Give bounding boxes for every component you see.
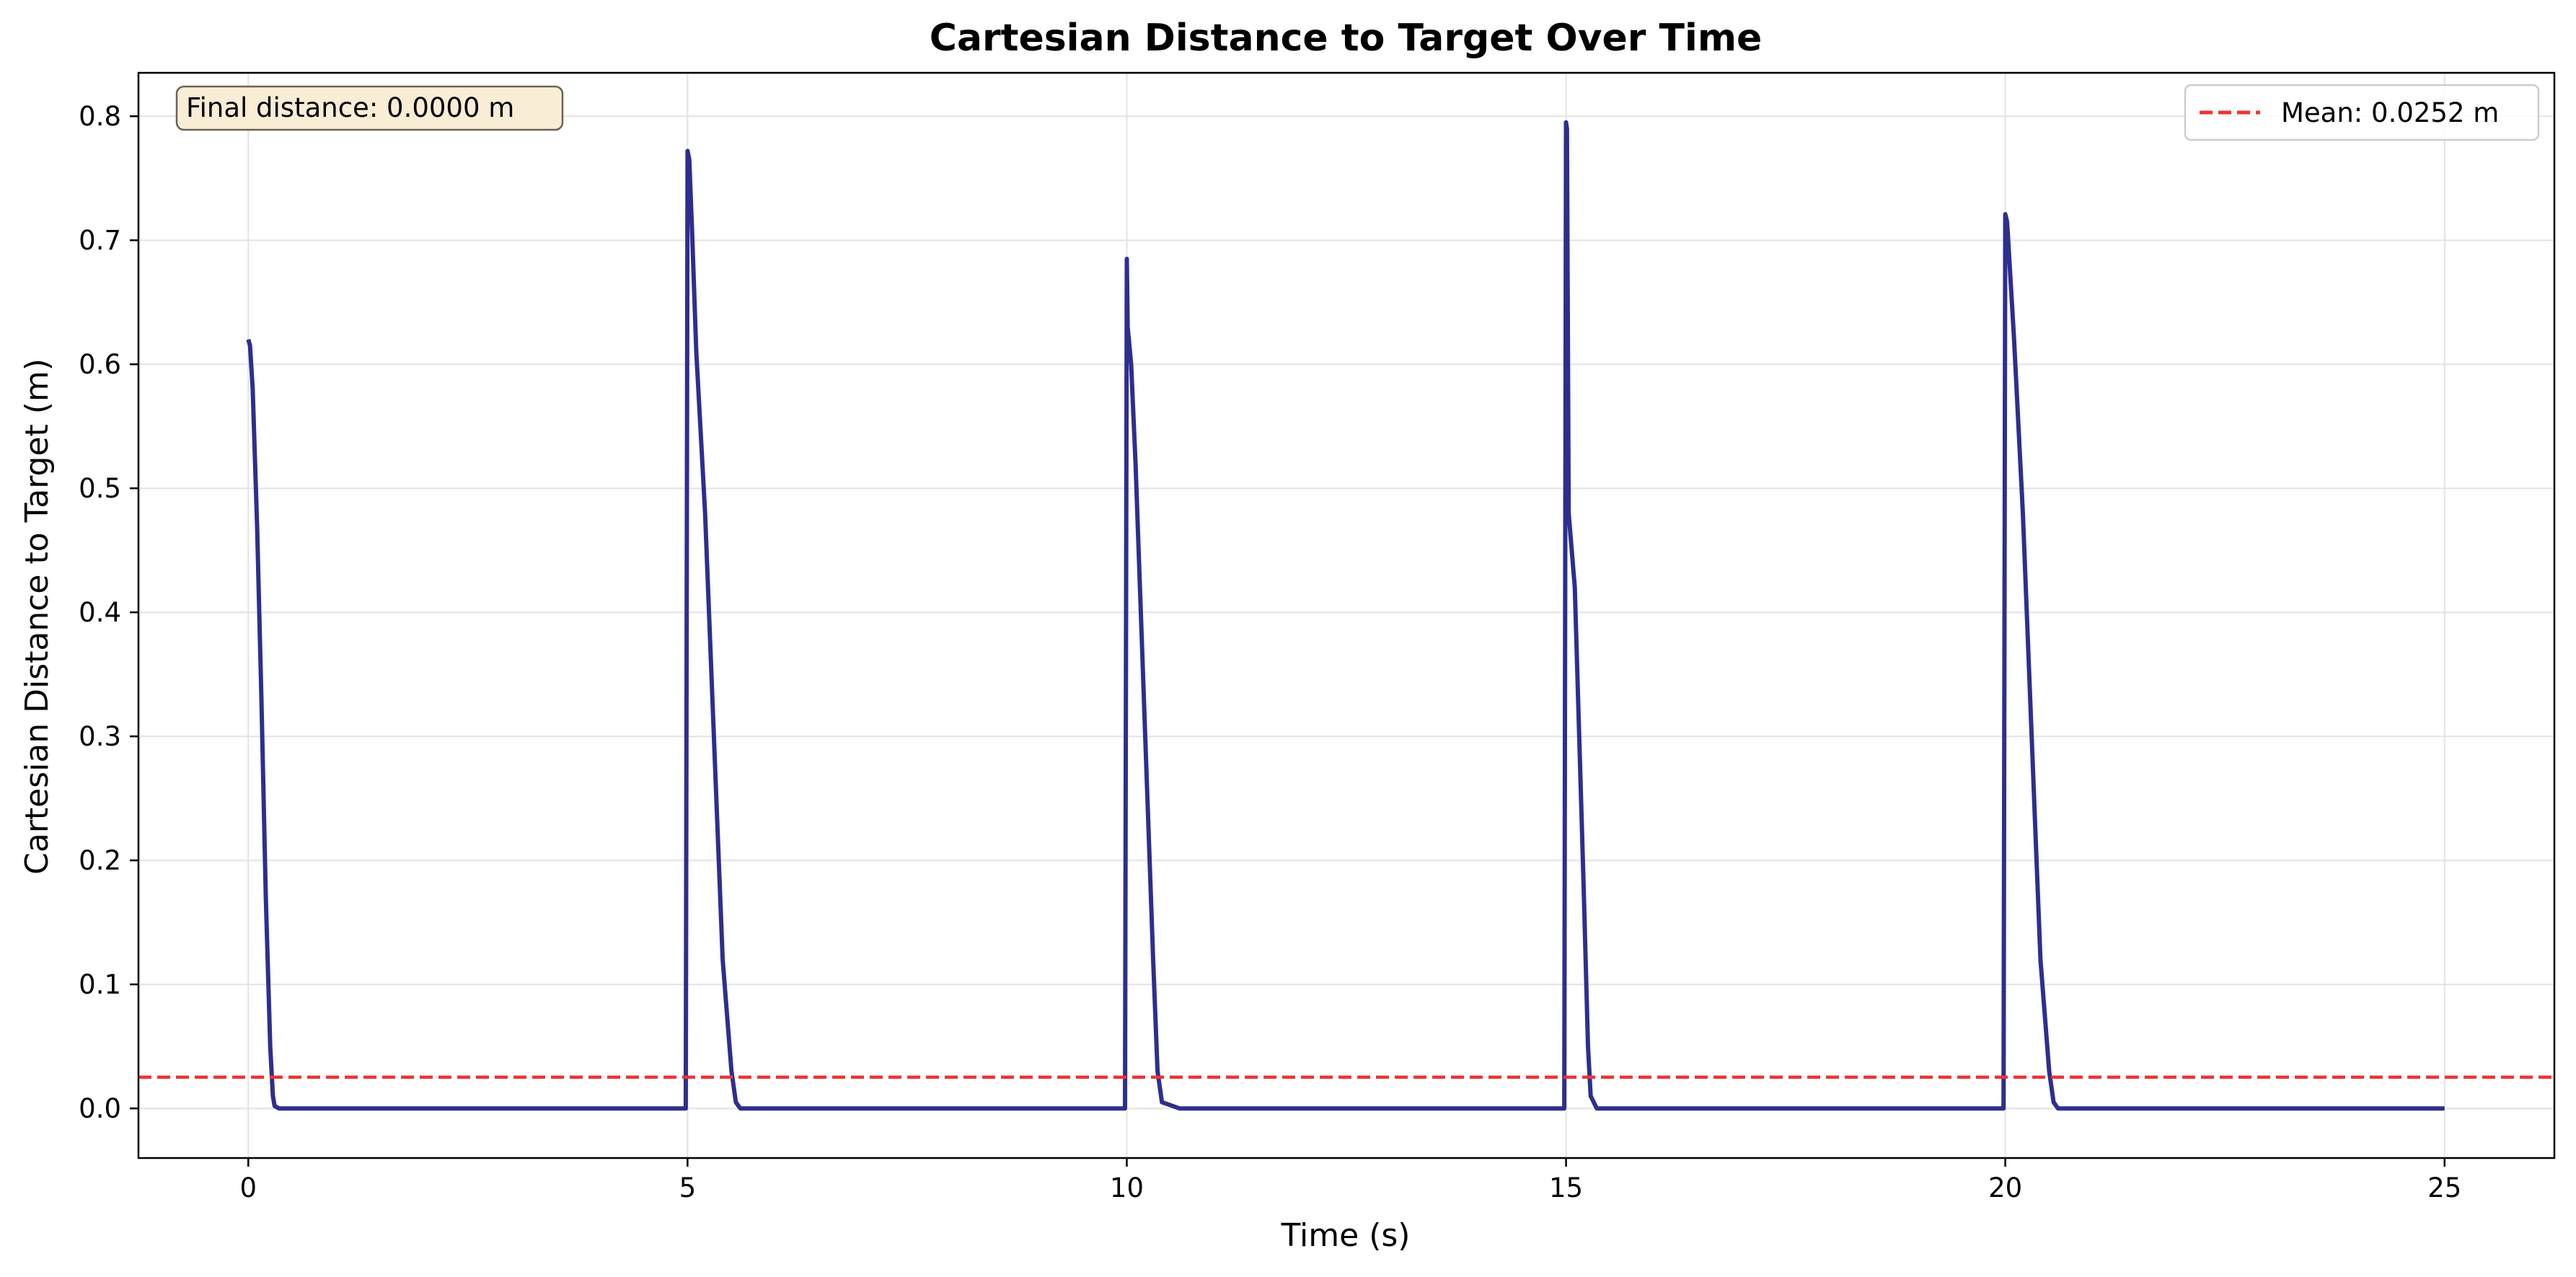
legend: Mean: 0.0252 m [2184, 84, 2540, 141]
y-tick-label: 0.6 [79, 349, 121, 380]
x-tick-label: 20 [1988, 1172, 2022, 1203]
annotation-box [175, 85, 564, 131]
x-tick-label: 5 [679, 1172, 697, 1203]
x-tick-label: 15 [1549, 1172, 1583, 1203]
y-tick-label: 0.3 [79, 721, 121, 752]
y-axis-label: Cartesian Distance to Target (m) [19, 358, 56, 875]
y-tick-label: 0.2 [79, 845, 121, 876]
chart-title: Cartesian Distance to Target Over Time [930, 17, 1763, 60]
x-axis-ticks: 0 5 10 15 20 25 [239, 1158, 2461, 1203]
legend-box [2184, 84, 2540, 141]
axes-frame [137, 71, 2556, 1159]
grid-lines [138, 73, 2554, 1158]
legend-mean-label: Mean: 0.0252 m [2281, 97, 2499, 128]
y-axis-ticks: 0.0 0.1 0.2 0.3 0.4 0.5 0.6 0.7 0.8 [79, 101, 138, 1124]
y-tick-label: 0.4 [79, 597, 121, 628]
y-tick-label: 0.5 [79, 473, 121, 504]
y-tick-label: 0.0 [79, 1093, 121, 1124]
final-distance-annotation: Final distance: 0.0000 m [175, 85, 564, 131]
distance-series-line [246, 120, 2445, 1111]
x-axis-label: Time (s) [1281, 1217, 1411, 1254]
plot-layer [138, 120, 2554, 1111]
y-tick-label: 0.8 [79, 101, 121, 132]
x-tick-label: 0 [239, 1172, 257, 1203]
y-tick-label: 0.7 [79, 225, 121, 256]
x-tick-label: 25 [2427, 1172, 2461, 1203]
y-tick-label: 0.1 [79, 969, 121, 1000]
annotation-text: Final distance: 0.0000 m [186, 92, 514, 123]
x-tick-label: 10 [1110, 1172, 1144, 1203]
